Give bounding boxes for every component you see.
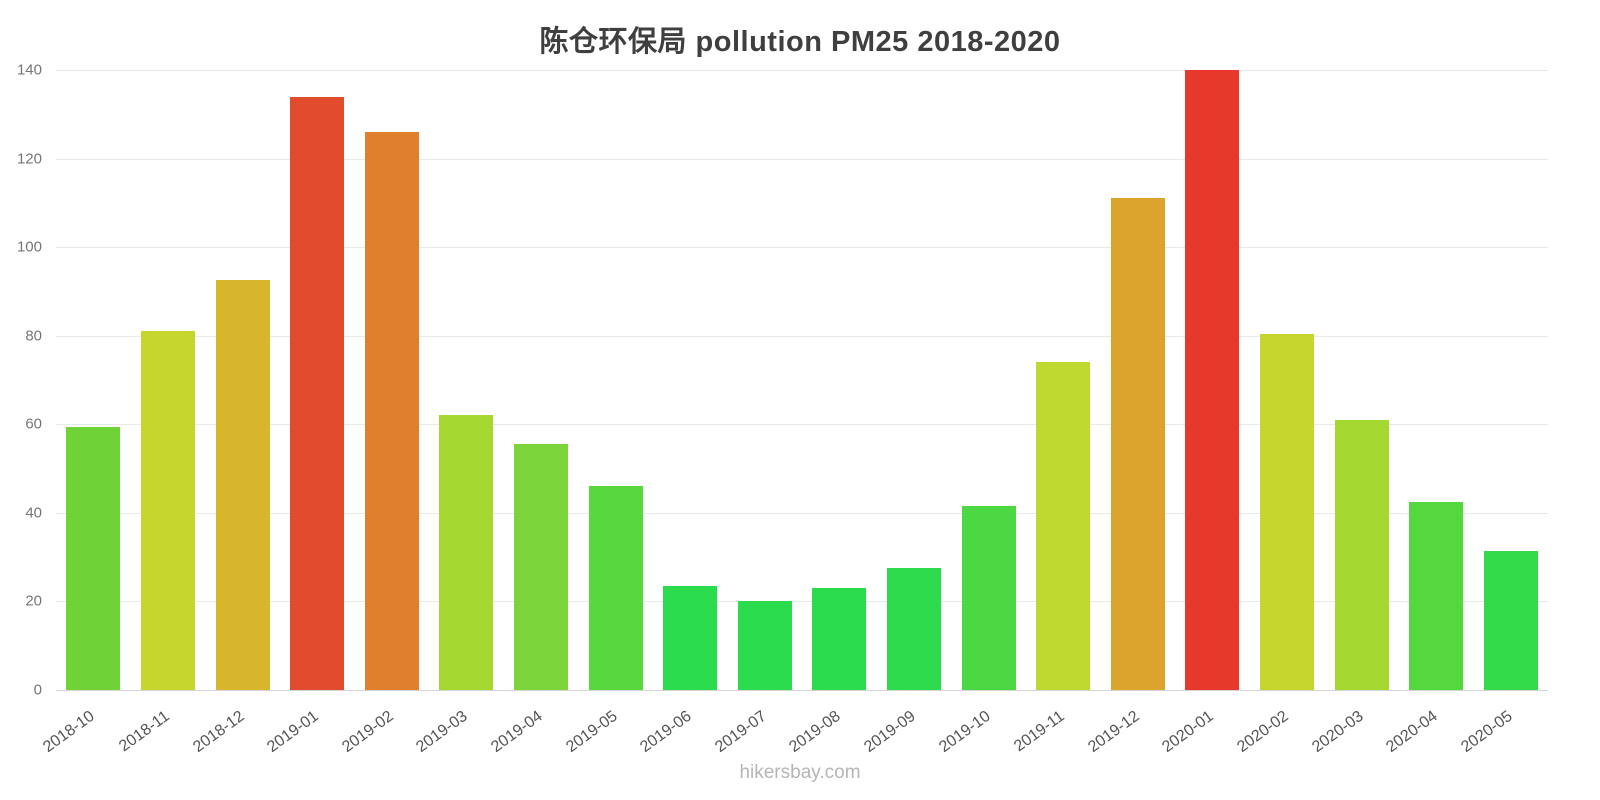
bar-2019-02[interactable] — [364, 132, 419, 690]
bar-2019-03[interactable] — [439, 415, 494, 690]
bar-2019-06[interactable] — [663, 585, 718, 690]
bar-2018-11[interactable] — [140, 331, 195, 690]
bar-2020-04[interactable] — [1409, 501, 1464, 690]
bar-2019-07[interactable] — [737, 601, 792, 690]
chart-title: 陈仓环保局 pollution PM25 2018-2020 — [539, 26, 1061, 58]
y-axis-tick-label: 100 — [16, 238, 42, 256]
y-axis-tick-label: 120 — [16, 150, 42, 168]
bar-2019-11[interactable] — [1036, 362, 1091, 690]
y-axis-tick-label: 0 — [33, 681, 42, 699]
gridline — [56, 158, 1548, 160]
y-axis: 0 20 40 60 80 100 120 140 — [0, 62, 48, 699]
bar-2018-12[interactable] — [215, 280, 270, 690]
bar-2020-02[interactable] — [1259, 333, 1314, 690]
bar-2019-12[interactable] — [1110, 198, 1165, 690]
y-axis-tick-label: 60 — [25, 415, 42, 433]
y-axis-tick-label: 20 — [25, 592, 42, 610]
bar-2019-09[interactable] — [886, 568, 941, 690]
bar-2020-01[interactable] — [1185, 70, 1240, 690]
footer-watermark: hikersbay.com — [739, 762, 861, 783]
bar-2019-08[interactable] — [812, 588, 867, 690]
bar-2020-03[interactable] — [1334, 419, 1389, 690]
gridline — [56, 424, 1548, 426]
bar-2019-01[interactable] — [290, 96, 345, 690]
y-axis-tick-label: 140 — [16, 61, 42, 79]
gridline — [56, 335, 1548, 337]
bar-2019-10[interactable] — [961, 506, 1016, 690]
gridline — [56, 690, 1548, 691]
gridline — [56, 70, 1548, 71]
gridline — [56, 601, 1548, 603]
y-axis-tick-label: 40 — [25, 504, 42, 522]
bar-2019-05[interactable] — [588, 486, 643, 690]
bar-2020-05[interactable] — [1483, 550, 1538, 690]
y-axis-tick-label: 80 — [25, 327, 42, 345]
bar-2019-04[interactable] — [513, 444, 568, 690]
plot-area — [56, 70, 1548, 691]
bar-2018-10[interactable] — [66, 426, 121, 690]
gridline — [56, 247, 1548, 249]
gridline — [56, 512, 1548, 514]
